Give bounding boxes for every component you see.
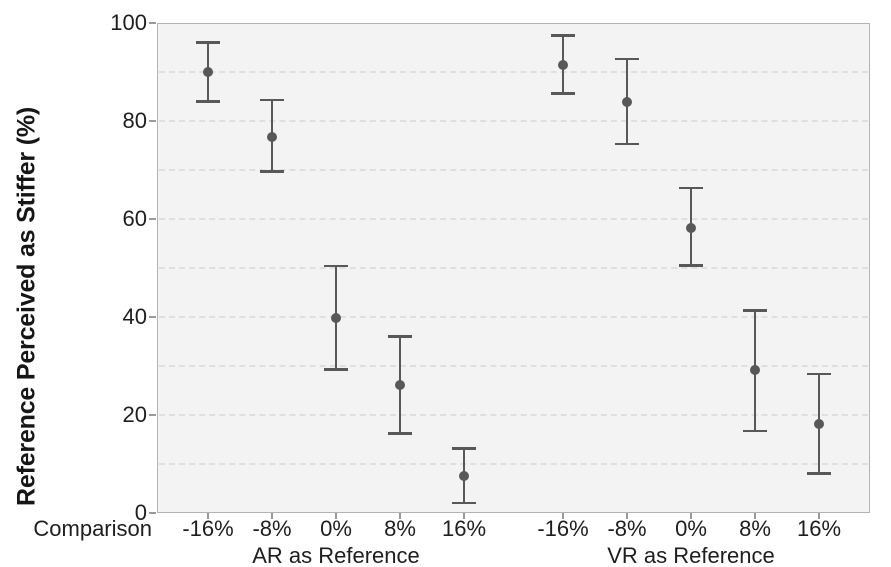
error-bar-cap-bottom	[615, 142, 639, 146]
x-tick	[463, 513, 465, 519]
x-tick-label: -16%	[537, 516, 589, 541]
x-tick-label: -16%	[182, 516, 234, 541]
y-tick	[149, 22, 156, 24]
y-gridline	[159, 169, 868, 171]
x-tick	[754, 513, 756, 519]
y-gridline	[159, 414, 868, 416]
error-bar-cap-top	[260, 98, 284, 102]
x-tick-label: 8%	[384, 516, 416, 541]
error-bar-cap-bottom	[551, 92, 575, 95]
x-tick	[626, 513, 628, 519]
x-tick-label: 0%	[320, 516, 352, 541]
y-tick-label: 20	[122, 402, 147, 427]
data-point	[203, 67, 213, 77]
x-tick	[271, 513, 273, 519]
error-bar-cap-bottom	[388, 432, 412, 435]
error-bar-cap-top	[324, 264, 348, 268]
y-axis-title: Reference Perceived as Stiffer (%)	[12, 107, 41, 506]
y-gridline	[159, 316, 868, 318]
error-bar-cap-top	[807, 372, 831, 376]
y-tick	[149, 120, 156, 122]
x-tick	[562, 513, 564, 519]
data-point	[459, 470, 469, 481]
y-gridline	[159, 120, 868, 122]
y-tick-label: 60	[122, 206, 147, 231]
error-bar-cap-bottom	[260, 170, 284, 173]
error-bar-cap-top	[452, 447, 476, 450]
y-gridline	[159, 267, 868, 269]
error-bar-cap-bottom	[324, 368, 348, 371]
data-point	[267, 132, 277, 143]
error-bar-cap-top	[679, 186, 703, 190]
group-label-ar-as-reference: AR as Reference	[252, 543, 420, 567]
error-bar-cap-bottom	[743, 429, 767, 433]
x-tick-label: -8%	[607, 516, 647, 541]
y-gridline	[159, 463, 868, 465]
error-bar-cap-top	[615, 57, 639, 61]
data-point	[686, 222, 696, 233]
error-bar-cap-top	[196, 41, 220, 44]
x-tick	[399, 513, 401, 519]
error-bar-cap-bottom	[679, 264, 703, 267]
data-point	[814, 418, 824, 429]
error-bar-cap-top	[743, 309, 767, 312]
x-tick	[207, 513, 209, 519]
error-bar-cap-bottom	[196, 100, 220, 103]
error-bar-cap-top	[388, 335, 412, 338]
data-point	[331, 312, 341, 323]
data-point	[558, 59, 568, 70]
x-tick-label: -8%	[252, 516, 292, 541]
y-gridline	[159, 71, 868, 73]
error-bar-cap-bottom	[452, 501, 476, 505]
y-tick-label: 40	[122, 304, 147, 329]
x-tick	[335, 513, 337, 519]
y-tick	[149, 414, 156, 416]
x-tick	[690, 513, 692, 519]
x-tick-label: 16%	[441, 516, 487, 541]
data-point	[395, 379, 405, 390]
x-tick-label: 0%	[675, 516, 707, 541]
error-bar-cap-bottom	[807, 472, 831, 475]
y-tick-label: 100	[110, 10, 147, 35]
x-tick-label: 8%	[739, 516, 771, 541]
group-label-vr-as-reference: VR as Reference	[607, 543, 775, 567]
y-tick-label: 80	[122, 108, 147, 133]
y-tick	[149, 512, 156, 514]
data-point	[750, 364, 760, 375]
y-tick-label: 0	[134, 500, 147, 525]
y-gridline	[159, 365, 868, 367]
x-axis-label-comparison: Comparison	[33, 516, 152, 541]
x-tick	[818, 513, 820, 519]
data-point	[622, 97, 632, 108]
y-tick	[149, 316, 156, 318]
y-tick	[149, 218, 156, 220]
error-bar-cap-top	[551, 34, 575, 37]
y-gridline	[159, 218, 868, 220]
x-tick-label: 16%	[796, 516, 842, 541]
